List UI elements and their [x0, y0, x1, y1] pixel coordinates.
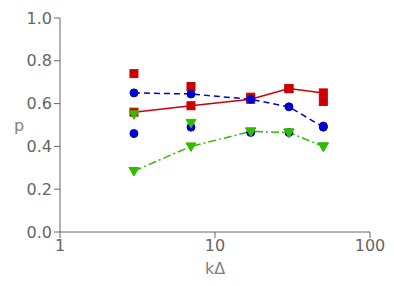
svg-text:0.8: 0.8 [27, 51, 52, 70]
svg-text:0.6: 0.6 [27, 94, 52, 113]
svg-text:1.0: 1.0 [27, 9, 52, 28]
svg-text:0.2: 0.2 [27, 180, 52, 199]
svg-text:1: 1 [55, 236, 65, 255]
svg-text:10: 10 [205, 236, 225, 255]
svg-text:p: p [14, 116, 24, 135]
svg-text:kΔ: kΔ [205, 259, 225, 278]
svg-text:100: 100 [355, 236, 386, 255]
svg-text:0.0: 0.0 [27, 223, 52, 242]
svg-text:0.4: 0.4 [27, 137, 52, 156]
